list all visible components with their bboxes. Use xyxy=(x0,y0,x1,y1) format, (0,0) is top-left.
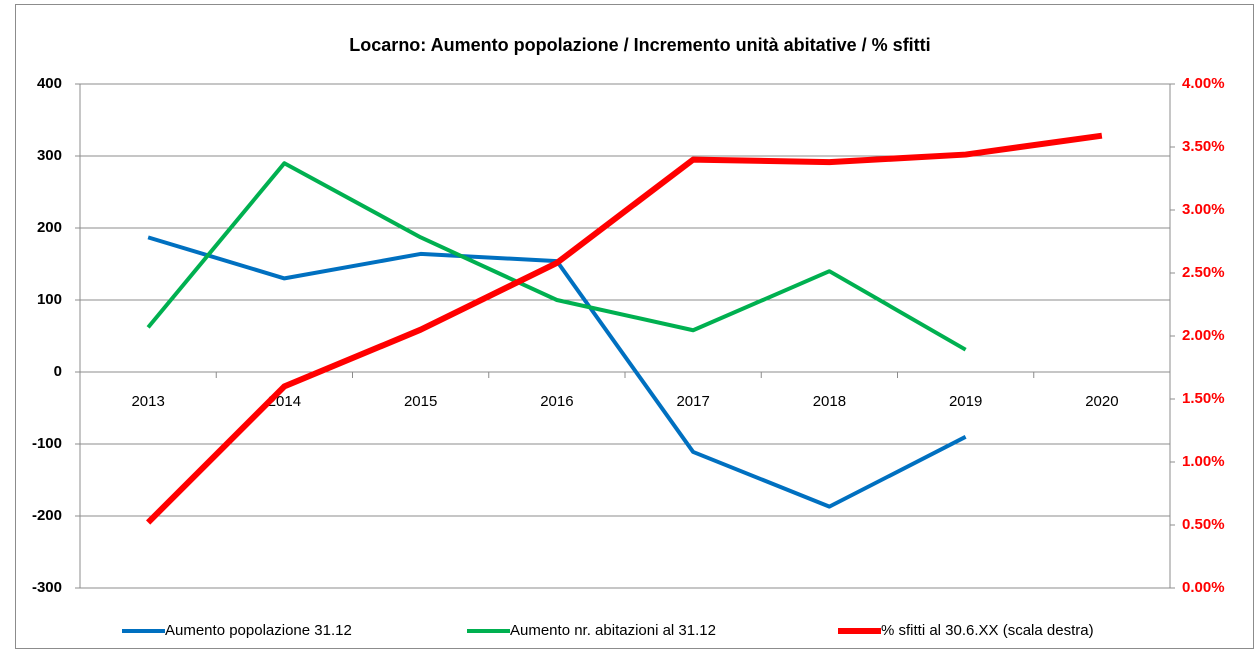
y-tick-label: 100 xyxy=(37,291,62,308)
legend-label: Aumento nr. abitazioni al 31.12 xyxy=(510,622,716,639)
y-tick-label: 200 xyxy=(37,219,62,236)
x-tick-label: 2016 xyxy=(540,393,573,410)
y-tick-label: 300 xyxy=(37,147,62,164)
x-tick-label: 2013 xyxy=(131,393,164,410)
legend-label: Aumento popolazione 31.12 xyxy=(165,622,352,639)
x-tick-label: 2018 xyxy=(813,393,846,410)
x-tick-label: 2017 xyxy=(676,393,709,410)
x-tick-label: 2015 xyxy=(404,393,437,410)
series-line xyxy=(146,161,967,352)
y-tick-label: 400 xyxy=(37,75,62,92)
legend-label: % sfitti al 30.6.XX (scala destra) xyxy=(881,622,1094,639)
y-tick-label: -100 xyxy=(32,435,62,452)
y2-tick-label: 1.50% xyxy=(1182,390,1225,407)
x-tick-label: 2019 xyxy=(949,393,982,410)
y2-tick-label: 0.50% xyxy=(1182,516,1225,533)
chart-title: Locarno: Aumento popolazione / Increment… xyxy=(349,35,930,55)
y2-tick-label: 4.00% xyxy=(1182,75,1225,92)
y-tick-label: -300 xyxy=(32,579,62,596)
series-line xyxy=(146,132,1103,525)
y2-tick-label: 0.00% xyxy=(1182,579,1225,596)
y2-tick-label: 3.50% xyxy=(1182,138,1225,155)
y2-tick-label: 3.00% xyxy=(1182,201,1225,218)
y2-tick-label: 2.50% xyxy=(1182,264,1225,281)
y-tick-label: -200 xyxy=(32,507,62,524)
y2-tick-label: 2.00% xyxy=(1182,327,1225,344)
x-tick-label: 2020 xyxy=(1085,393,1118,410)
y-tick-label: 0 xyxy=(54,363,62,380)
y2-tick-label: 1.00% xyxy=(1182,453,1225,470)
chart-border xyxy=(15,4,1254,649)
